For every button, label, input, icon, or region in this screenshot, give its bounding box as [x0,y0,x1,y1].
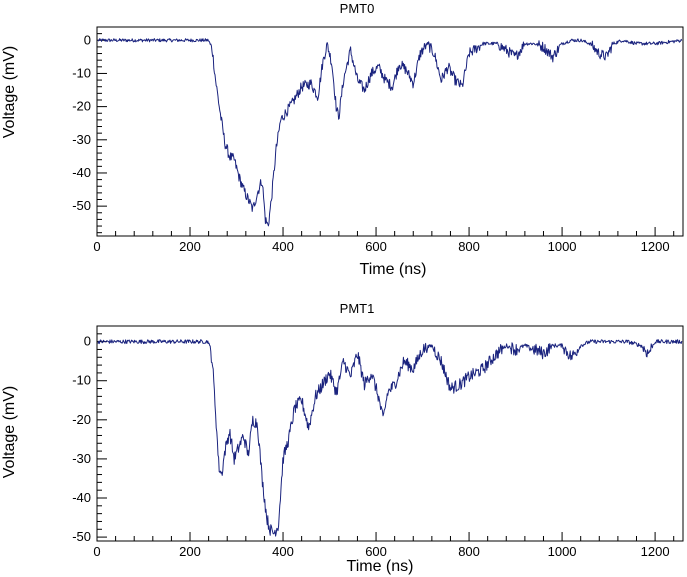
y-tick-label: -30 [72,132,91,147]
x-tick-label: 1000 [548,239,577,254]
plot-frame [96,325,684,542]
y-tick-label: -40 [72,490,91,505]
y-tick-label: 0 [84,334,91,349]
x-tick-label: 800 [458,544,480,559]
x-tick-label: 400 [272,544,294,559]
y-tick-label: -20 [72,99,91,114]
plot-frame [96,26,684,237]
x-axis-label: Time (ns) [360,261,427,278]
y-tick-label: -30 [72,451,91,466]
y-tick-label: -10 [72,373,91,388]
plot-area: 0 200 400 600 800 1000 1200 0 -10 -20 -30 -40 -50 [72,325,684,559]
x-tick-label: 400 [272,239,294,254]
plot-area: 0 200 400 600 800 1000 1200 0 -10 -20 -30 -40 -50 [72,26,684,254]
series-line [97,339,683,537]
x-tick-label: 600 [365,544,387,559]
x-tick-label: 200 [179,239,201,254]
x-axis-label: Time (ns) [347,558,414,575]
x-tick-label: 600 [365,239,387,254]
y-axis-label: Voltage (mV) [1,46,18,138]
y-tick-label: -20 [72,412,91,427]
chart-pmt1: PMT1 0 200 400 600 800 1000 1200 0 -10 -20 -30 -40 -… [1,301,684,575]
x-tick-label: 1200 [641,544,670,559]
x-tick-label: 0 [93,239,100,254]
y-tick-label: -40 [72,165,91,180]
chart-title: PMT0 [340,1,375,16]
y-axis-label: Voltage (mV) [1,386,18,478]
y-tick-label: -50 [72,198,91,213]
x-tick-label: 200 [179,544,201,559]
y-tick-label: -10 [72,65,91,80]
series-line [97,38,683,227]
x-tick-label: 0 [93,544,100,559]
y-tick-label: -50 [72,529,91,544]
x-tick-label: 1200 [641,239,670,254]
x-tick-label: 800 [458,239,480,254]
chart-title: PMT1 [340,301,375,316]
y-tick-label: 0 [84,32,91,47]
chart-pmt0: PMT0 0 200 400 600 800 1000 1200 0 -10 -20 -30 -40 -… [1,1,684,278]
x-tick-label: 1000 [548,544,577,559]
